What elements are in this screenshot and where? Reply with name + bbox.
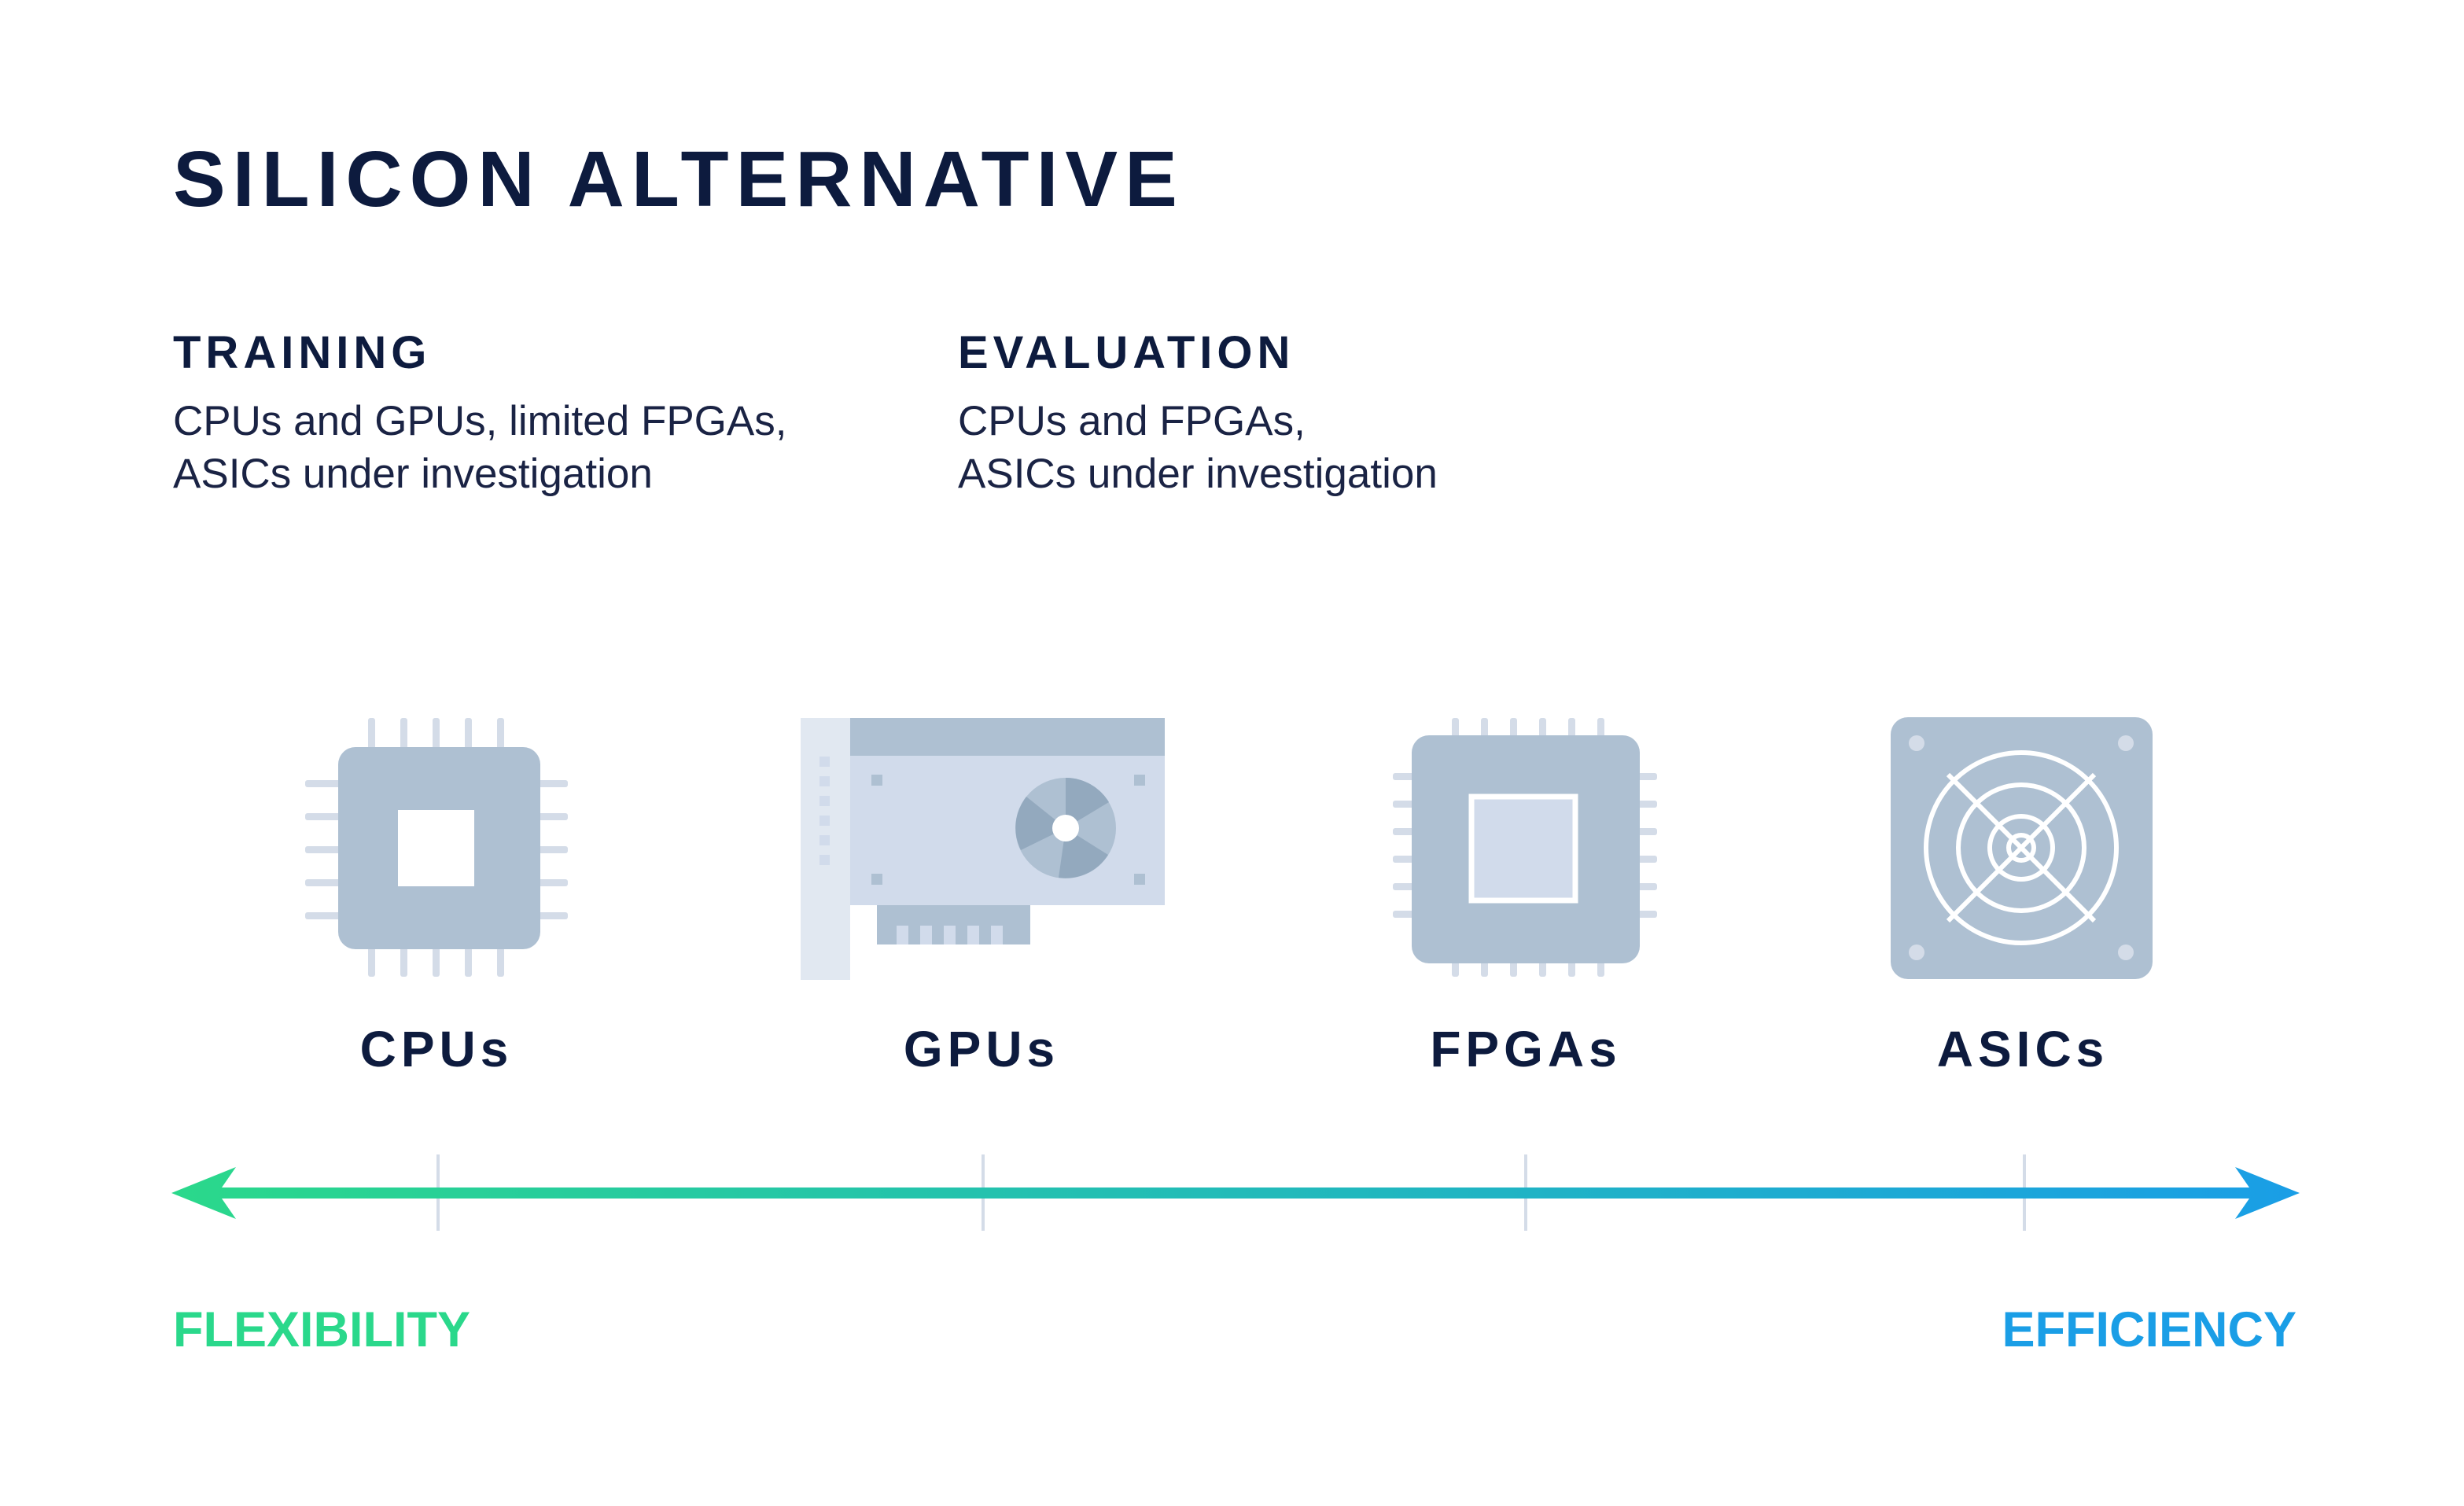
evaluation-description-line-1: CPUs and FPGAs, <box>958 398 1306 444</box>
evaluation-description-line-2: ASICs under investigation <box>958 451 1438 497</box>
asic-fan-icon <box>1891 717 2153 979</box>
evaluation-section: EVALUATION CPUs and FPGAs, ASICs under i… <box>958 330 1438 500</box>
efficiency-label: EFFICIENCY <box>2002 1302 2296 1357</box>
training-description-line-1: CPUs and GPUs, limited FPGAs, <box>173 398 787 444</box>
flexibility-label: FLEXIBILITY <box>173 1302 470 1357</box>
fpga-chip-icon <box>1393 718 1657 977</box>
evaluation-heading: EVALUATION <box>958 327 1295 378</box>
training-section: TRAINING CPUs and GPUs, limited FPGAs, A… <box>173 330 786 500</box>
axis-arrow <box>171 1167 2300 1219</box>
cpu-chip-icon <box>305 718 568 977</box>
page-title: SILICON ALTERNATIVE <box>173 135 1184 223</box>
asic-label: ASICs <box>1936 1021 2109 1077</box>
training-heading: TRAINING <box>173 327 432 378</box>
training-description-line-2: ASICs under investigation <box>173 451 653 497</box>
cpu-label: CPUs <box>359 1021 514 1077</box>
gpu-card-icon <box>801 718 1165 980</box>
fpga-label: FPGAs <box>1430 1021 1622 1077</box>
gpu-label: GPUs <box>903 1021 1060 1077</box>
